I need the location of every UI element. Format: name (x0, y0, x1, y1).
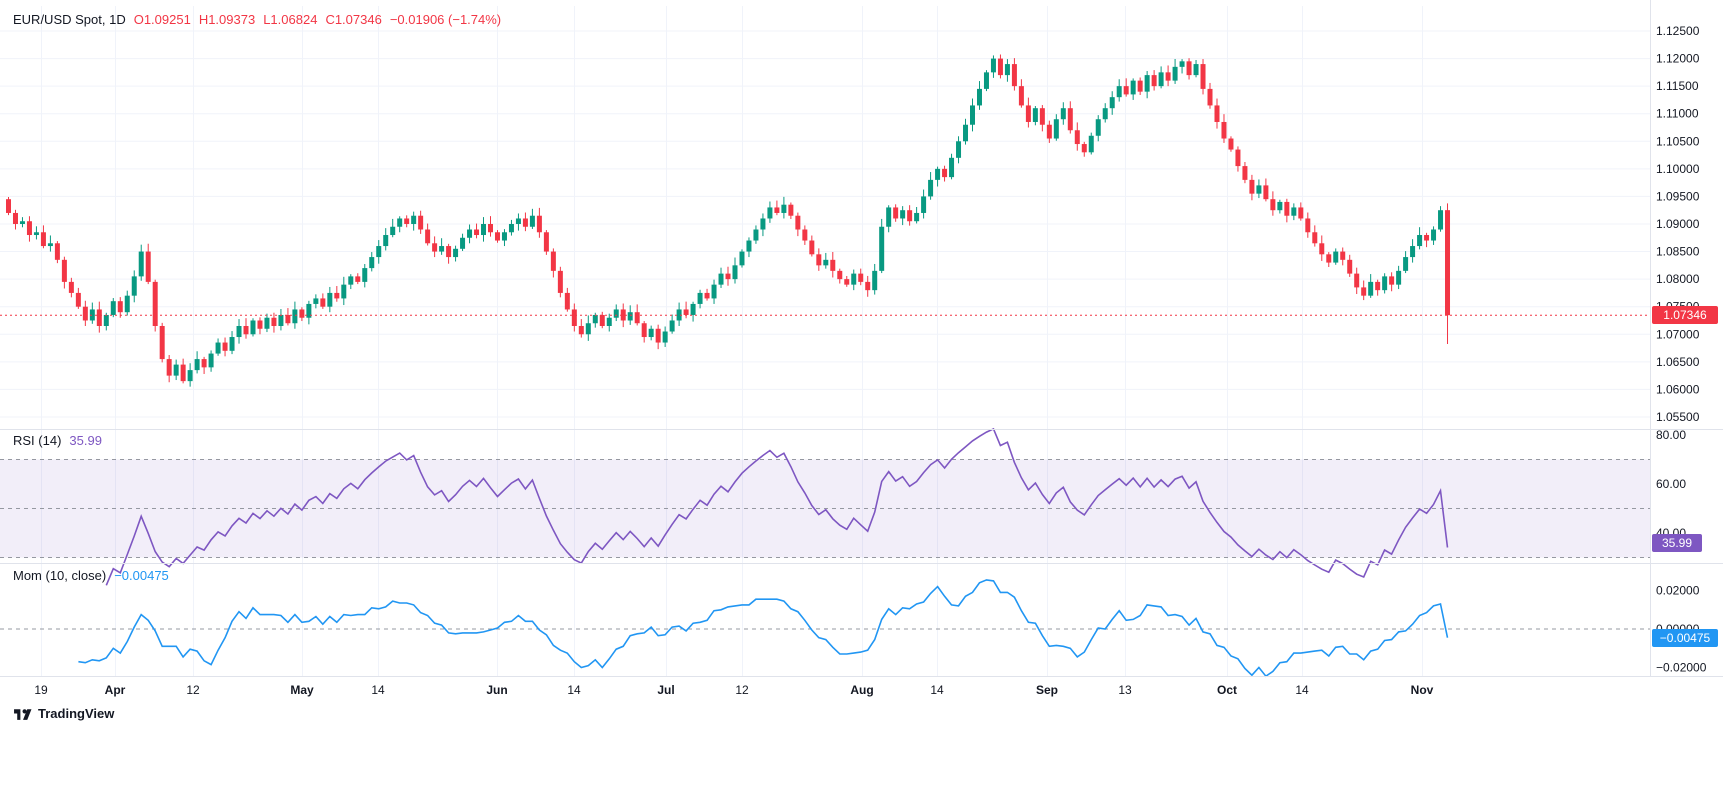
momentum-line (78, 579, 1449, 678)
svg-text:1.11500: 1.11500 (1656, 79, 1699, 93)
svg-text:13: 13 (1118, 683, 1132, 697)
svg-text:Sep: Sep (1036, 683, 1058, 697)
svg-text:1.10500: 1.10500 (1656, 134, 1700, 148)
svg-text:Jul: Jul (657, 683, 674, 697)
ohlc-high-value: H1.09373 (198, 12, 256, 27)
svg-text:14: 14 (1295, 683, 1309, 697)
symbol-legend: EUR/USD Spot, 1D O1.09251 H1.09373 L1.06… (13, 12, 501, 27)
svg-text:1.08500: 1.08500 (1656, 245, 1700, 259)
rsi-value: 35.99 (69, 433, 102, 448)
svg-text:1.12500: 1.12500 (1656, 24, 1700, 38)
svg-text:12: 12 (735, 683, 749, 697)
svg-text:Jun: Jun (486, 683, 507, 697)
symbol-title[interactable]: EUR/USD Spot, 1D (13, 12, 126, 27)
svg-text:1.06500: 1.06500 (1656, 355, 1700, 369)
svg-text:60.00: 60.00 (1656, 477, 1686, 491)
current-price-badge: 1.07346 (1652, 306, 1718, 324)
ohlc-change-value: −0.01906 (−1.74%) (389, 12, 502, 27)
svg-text:May: May (290, 683, 314, 697)
svg-text:Nov: Nov (1411, 683, 1434, 697)
rsi-line (105, 427, 1449, 586)
candles-layer (6, 54, 1451, 387)
svg-text:1.12000: 1.12000 (1656, 52, 1700, 66)
ohlc-low-value: L1.06824 (263, 12, 318, 27)
momentum-value: −0.00475 (114, 568, 169, 583)
svg-text:14: 14 (930, 683, 944, 697)
rsi-band (0, 459, 1650, 558)
tradingview-attribution[interactable]: TradingView (13, 706, 114, 721)
svg-text:80.00: 80.00 (1656, 428, 1686, 442)
svg-text:1.06000: 1.06000 (1656, 382, 1700, 396)
svg-text:1.07000: 1.07000 (1656, 327, 1700, 341)
rsi-legend: RSI (14) 35.99 (13, 433, 102, 448)
svg-text:1.11000: 1.11000 (1656, 107, 1699, 121)
tradingview-logo-icon (14, 709, 32, 720)
svg-text:12: 12 (186, 683, 200, 697)
svg-text:1.10000: 1.10000 (1656, 162, 1700, 176)
time-axis-labels[interactable]: 19 Apr 12 May 14 Jun 14 Jul 12 Aug 14 Sep 13 Oct 14 Nov (34, 683, 1433, 697)
tradingview-brand-text: TradingView (38, 706, 115, 721)
momentum-value-badge: −0.00475 (1652, 629, 1718, 647)
svg-text:1.05500: 1.05500 (1656, 410, 1700, 424)
svg-text:−0.02000: −0.02000 (1656, 661, 1707, 675)
svg-text:0.02000: 0.02000 (1656, 584, 1700, 598)
svg-text:1.09000: 1.09000 (1656, 217, 1700, 231)
ohlc-open-value: O1.09251 (133, 12, 191, 27)
svg-text:1.09500: 1.09500 (1656, 189, 1700, 203)
svg-text:1.08000: 1.08000 (1656, 272, 1700, 286)
gridlines (0, 6, 1650, 676)
svg-text:14: 14 (567, 683, 581, 697)
momentum-title[interactable]: Mom (10, close) (13, 568, 107, 583)
svg-text:19: 19 (34, 683, 48, 697)
svg-text:Apr: Apr (105, 683, 126, 697)
momentum-legend: Mom (10, close) −0.00475 (13, 568, 169, 583)
ohlc-close-value: C1.07346 (325, 12, 382, 27)
rsi-value-badge: 35.99 (1652, 534, 1702, 552)
svg-text:Oct: Oct (1217, 683, 1237, 697)
price-axis-labels[interactable]: 1.12500 1.12000 1.11500 1.11000 1.10500 1.100… (1656, 24, 1700, 424)
svg-text:Aug: Aug (850, 683, 873, 697)
panel-separators (0, 0, 1723, 677)
svg-text:14: 14 (371, 683, 385, 697)
rsi-title[interactable]: RSI (14) (13, 433, 62, 448)
